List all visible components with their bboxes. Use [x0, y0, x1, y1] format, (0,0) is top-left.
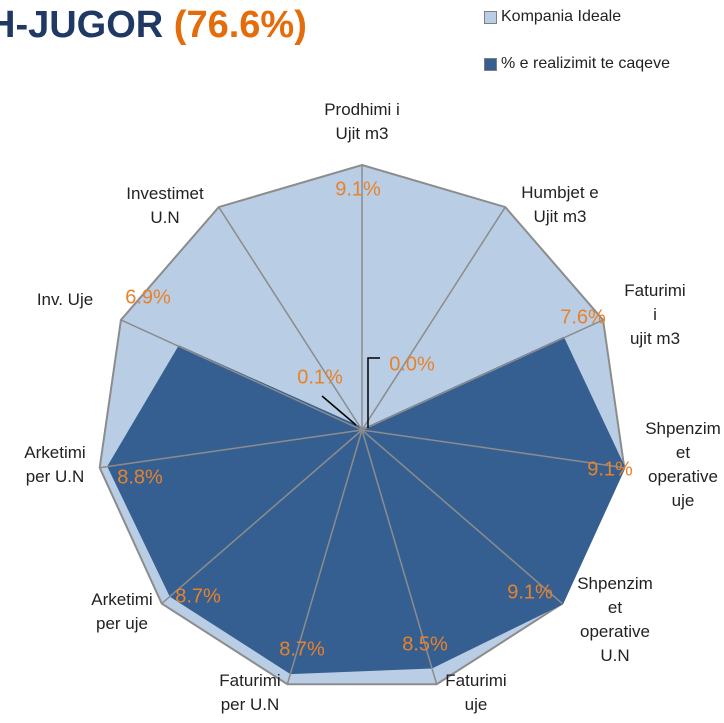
legend-swatch — [484, 10, 497, 24]
category-label: Faturimi per U.N — [219, 671, 281, 714]
spoke — [361, 429, 625, 469]
spoke — [99, 429, 363, 469]
spoke — [361, 319, 604, 431]
data-label: 0.1% — [297, 366, 343, 388]
spoke — [361, 206, 506, 431]
spoke — [361, 429, 563, 605]
legend-item: Kompania Ideale — [484, 8, 621, 26]
category-label: Prodhimi i Ujit m3 — [324, 100, 400, 143]
legend-swatch — [484, 57, 497, 71]
data-label: 9.1% — [587, 458, 633, 480]
data-label: 8.7% — [175, 585, 221, 607]
category-label: Faturimi uje — [445, 671, 507, 714]
chart-title-box: H-JUGOR (76.6%) — [0, 4, 307, 47]
spoke — [120, 319, 363, 431]
category-label: Shpenzim et operative U.N — [577, 574, 653, 665]
spoke — [161, 429, 363, 605]
legend-item: % e realizimit te caqeve — [484, 55, 670, 73]
data-label: 6.9% — [125, 286, 171, 308]
data-label: 8.5% — [402, 633, 448, 655]
data-label: 7.6% — [560, 306, 606, 328]
spoke — [218, 206, 363, 431]
category-label: Arketimi per uje — [91, 590, 153, 633]
data-label: 9.1% — [335, 178, 381, 200]
leader-line — [367, 357, 380, 428]
data-label: 8.8% — [117, 466, 163, 488]
legend-label: Kompania Ideale — [501, 8, 622, 25]
category-label: Investimet U.N — [126, 184, 204, 227]
spoke — [361, 429, 438, 685]
data-label: 9.1% — [507, 581, 553, 603]
data-label: 0.0% — [389, 353, 435, 375]
leader-line — [321, 395, 357, 426]
category-label: Faturimi i ujit m3 — [624, 281, 686, 348]
category-label: Shpenzim et operative uje — [645, 419, 721, 510]
chart-title: H-JUGOR — [0, 4, 164, 46]
data-label: 8.7% — [279, 638, 325, 660]
legend-label: % e realizimit te caqeve — [501, 55, 670, 72]
category-label: Arketimi per U.N — [24, 443, 86, 486]
category-label: Humbjet e Ujit m3 — [521, 183, 599, 226]
chart-title-value: (76.6%) — [173, 4, 307, 46]
spoke — [286, 429, 363, 685]
category-label: Inv. Uje — [36, 290, 94, 309]
